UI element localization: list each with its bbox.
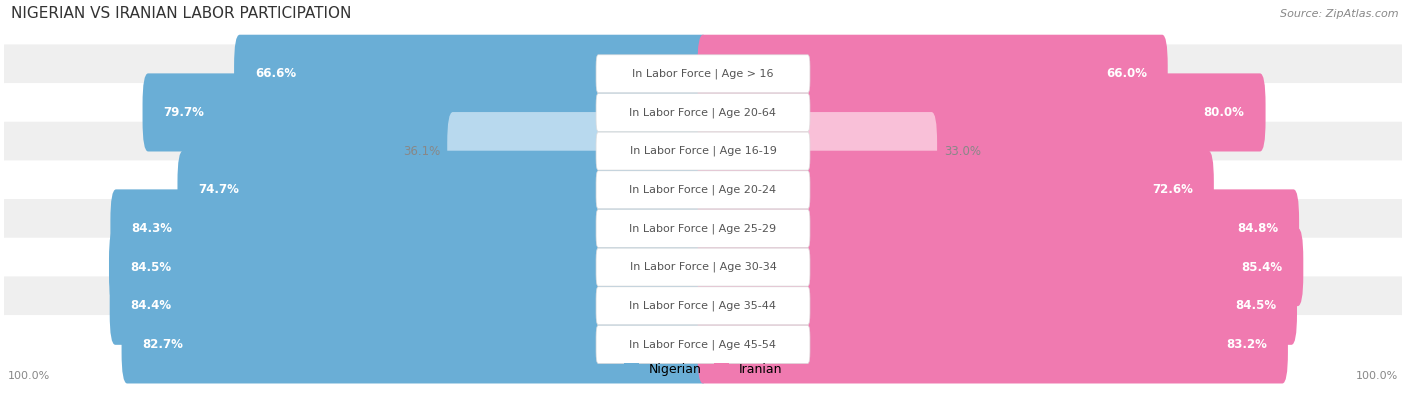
Text: 72.6%: 72.6% [1152, 183, 1192, 196]
FancyBboxPatch shape [697, 112, 938, 190]
Text: 84.3%: 84.3% [131, 222, 173, 235]
FancyBboxPatch shape [697, 73, 1265, 152]
FancyBboxPatch shape [1, 238, 1405, 297]
Text: In Labor Force | Age 35-44: In Labor Force | Age 35-44 [630, 301, 776, 311]
Text: 66.6%: 66.6% [254, 67, 297, 80]
FancyBboxPatch shape [697, 305, 1288, 384]
Text: In Labor Force | Age 16-19: In Labor Force | Age 16-19 [630, 146, 776, 156]
FancyBboxPatch shape [596, 55, 810, 93]
Text: 79.7%: 79.7% [163, 106, 204, 119]
FancyBboxPatch shape [596, 209, 810, 247]
FancyBboxPatch shape [596, 132, 810, 170]
FancyBboxPatch shape [1, 122, 1405, 181]
FancyBboxPatch shape [697, 267, 1296, 345]
Text: 84.4%: 84.4% [131, 299, 172, 312]
FancyBboxPatch shape [697, 35, 1168, 113]
Text: In Labor Force | Age 20-64: In Labor Force | Age 20-64 [630, 107, 776, 118]
FancyBboxPatch shape [697, 189, 1299, 267]
Legend: Nigerian, Iranian: Nigerian, Iranian [619, 358, 787, 381]
FancyBboxPatch shape [697, 228, 1303, 306]
Text: 82.7%: 82.7% [142, 338, 183, 351]
FancyBboxPatch shape [111, 189, 709, 267]
FancyBboxPatch shape [596, 171, 810, 209]
Text: 74.7%: 74.7% [198, 183, 239, 196]
FancyBboxPatch shape [1, 199, 1405, 258]
FancyBboxPatch shape [1, 315, 1405, 374]
FancyBboxPatch shape [1, 276, 1405, 335]
Text: In Labor Force | Age > 16: In Labor Force | Age > 16 [633, 68, 773, 79]
Text: 84.5%: 84.5% [129, 261, 172, 274]
FancyBboxPatch shape [1, 83, 1405, 142]
FancyBboxPatch shape [596, 94, 810, 132]
Text: 84.8%: 84.8% [1237, 222, 1278, 235]
Text: 36.1%: 36.1% [404, 145, 440, 158]
Text: In Labor Force | Age 30-34: In Labor Force | Age 30-34 [630, 262, 776, 272]
Text: In Labor Force | Age 25-29: In Labor Force | Age 25-29 [630, 223, 776, 234]
Text: In Labor Force | Age 20-24: In Labor Force | Age 20-24 [630, 184, 776, 195]
Text: In Labor Force | Age 45-54: In Labor Force | Age 45-54 [630, 339, 776, 350]
Text: 100.0%: 100.0% [1357, 371, 1399, 381]
FancyBboxPatch shape [110, 267, 709, 345]
FancyBboxPatch shape [1, 160, 1405, 219]
Text: 84.5%: 84.5% [1234, 299, 1277, 312]
FancyBboxPatch shape [697, 151, 1213, 229]
Text: 85.4%: 85.4% [1241, 261, 1282, 274]
Text: NIGERIAN VS IRANIAN LABOR PARTICIPATION: NIGERIAN VS IRANIAN LABOR PARTICIPATION [11, 6, 352, 21]
Text: 83.2%: 83.2% [1226, 338, 1267, 351]
FancyBboxPatch shape [447, 112, 709, 190]
FancyBboxPatch shape [110, 228, 709, 306]
FancyBboxPatch shape [142, 73, 709, 152]
FancyBboxPatch shape [1, 44, 1405, 103]
FancyBboxPatch shape [596, 325, 810, 363]
FancyBboxPatch shape [596, 248, 810, 286]
Text: 66.0%: 66.0% [1105, 67, 1147, 80]
Text: 100.0%: 100.0% [7, 371, 49, 381]
FancyBboxPatch shape [177, 151, 709, 229]
FancyBboxPatch shape [121, 305, 709, 384]
Text: 80.0%: 80.0% [1204, 106, 1244, 119]
FancyBboxPatch shape [233, 35, 709, 113]
Text: Source: ZipAtlas.com: Source: ZipAtlas.com [1279, 9, 1399, 19]
FancyBboxPatch shape [596, 287, 810, 325]
Text: 33.0%: 33.0% [943, 145, 981, 158]
